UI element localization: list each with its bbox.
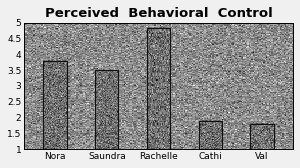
Title: Perceived  Behavioral  Control: Perceived Behavioral Control <box>45 7 272 20</box>
Bar <box>199 121 222 149</box>
Bar <box>95 70 118 149</box>
Bar <box>44 60 67 149</box>
Bar <box>147 28 170 149</box>
Bar <box>250 124 274 149</box>
